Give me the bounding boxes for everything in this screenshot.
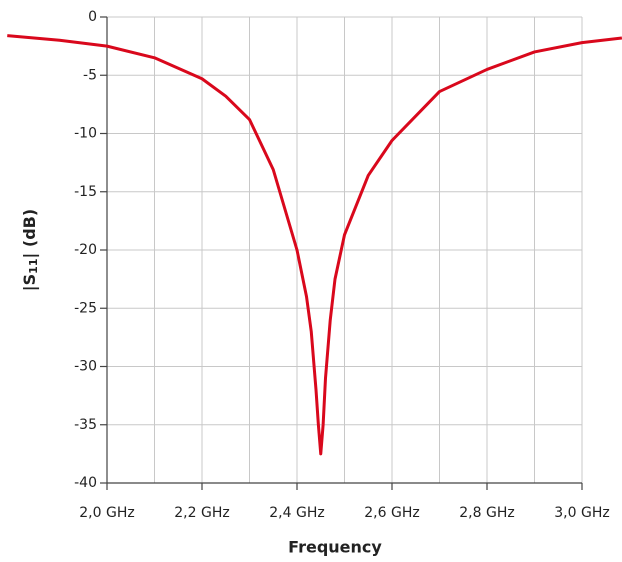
y-tick-label: -25 <box>74 300 97 316</box>
y-label-sub: 11 <box>27 259 40 274</box>
y-tick-label: -20 <box>74 242 97 258</box>
x-tick-label: 2,8 GHz <box>459 505 514 521</box>
x-tick-label: 2,0 GHz <box>79 505 134 521</box>
x-tick-label: 2,4 GHz <box>269 505 324 521</box>
y-tick-label: 0 <box>88 9 97 25</box>
y-tick-label: -5 <box>83 67 97 83</box>
y-tick-label: -40 <box>74 475 97 491</box>
line <box>7 34 622 456</box>
y-tick-label: -35 <box>74 417 97 433</box>
x-axis-label: Frequency <box>288 538 382 557</box>
x-tick-label: 2,6 GHz <box>364 505 419 521</box>
y-tick-label: -30 <box>74 359 97 375</box>
y-tick-label: -10 <box>74 126 97 142</box>
x-tick-label: 3,0 GHz <box>554 505 609 521</box>
x-tick-label: 2,2 GHz <box>174 505 229 521</box>
y-axis-label: |S11| (dB) <box>20 209 41 291</box>
y-label-part: | (dB) <box>20 209 40 259</box>
y-label-part: |S <box>20 274 40 291</box>
y-tick-label: -15 <box>74 184 97 200</box>
